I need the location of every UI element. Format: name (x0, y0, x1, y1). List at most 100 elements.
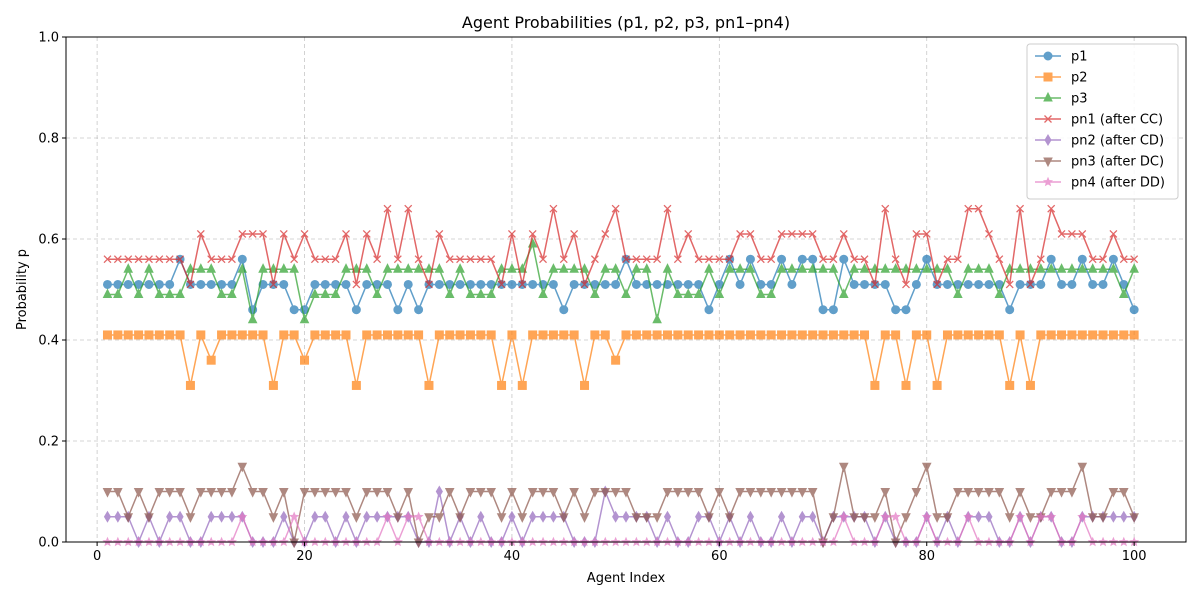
data-point (1015, 330, 1025, 340)
data-point (735, 263, 745, 273)
data-point (808, 330, 818, 340)
data-point (186, 280, 195, 289)
data-point (694, 330, 704, 340)
data-point (237, 511, 248, 522)
data-point (985, 510, 993, 523)
data-point (600, 263, 611, 273)
data-point (497, 380, 507, 390)
data-point (860, 255, 869, 264)
data-point (403, 263, 414, 273)
data-point (932, 380, 942, 390)
data-point (486, 288, 496, 299)
data-point (507, 263, 517, 273)
data-point (549, 510, 557, 523)
data-point (891, 305, 901, 315)
data-point (1056, 488, 1067, 498)
data-point (724, 263, 735, 273)
data-point (1046, 511, 1057, 522)
data-point (849, 513, 859, 523)
data-point (611, 204, 620, 213)
data-point (766, 488, 776, 498)
data-point (1025, 513, 1036, 523)
data-point (984, 330, 994, 340)
data-point (745, 488, 756, 498)
data-point (465, 288, 476, 299)
data-point (1098, 263, 1108, 273)
data-point (797, 263, 808, 273)
data-point (538, 488, 548, 498)
data-point (310, 279, 320, 289)
data-point (1067, 263, 1077, 273)
data-point (496, 513, 507, 523)
data-point (237, 330, 247, 340)
data-point (818, 263, 828, 273)
data-point (321, 510, 329, 523)
data-point (912, 229, 921, 238)
data-point (590, 488, 600, 498)
data-point (745, 263, 756, 273)
legend-label: p1 (1071, 50, 1088, 65)
data-point (662, 488, 673, 498)
data-point (320, 488, 331, 498)
chart-title: Agent Probabilities (p1, p2, p3, pn1–pn4… (462, 13, 790, 32)
data-point (164, 488, 175, 498)
series-line (107, 334, 1135, 387)
data-point (341, 279, 351, 289)
data-point (1046, 254, 1056, 264)
data-point (382, 330, 392, 340)
data-point (1129, 263, 1139, 273)
data-point (496, 263, 507, 273)
data-point (808, 229, 817, 238)
plot-frame (65, 36, 1187, 543)
data-point (517, 380, 527, 390)
data-point (704, 263, 714, 273)
data-point (414, 305, 424, 315)
data-point (600, 279, 610, 289)
data-point (558, 513, 569, 523)
x-axis-title: Agent Index (587, 571, 666, 586)
data-point (1098, 330, 1108, 340)
data-point (102, 330, 112, 340)
data-point (652, 330, 662, 340)
data-point (922, 330, 932, 340)
data-point (289, 538, 299, 549)
data-point (476, 330, 486, 340)
data-point (942, 513, 953, 523)
data-point (279, 330, 289, 340)
data-point (849, 330, 859, 340)
data-point (662, 330, 672, 340)
legend-label: pn1 (after CC) (1071, 113, 1163, 128)
data-point (1108, 263, 1119, 273)
data-point (548, 263, 559, 273)
data-point (1087, 513, 1098, 523)
data-point (382, 511, 393, 522)
data-point (154, 330, 164, 340)
data-point (102, 488, 113, 498)
data-point (465, 330, 475, 340)
data-point (632, 255, 641, 264)
data-point (891, 255, 900, 264)
data-point (611, 355, 621, 365)
data-point (756, 255, 765, 264)
data-point (373, 255, 382, 264)
data-point (425, 280, 433, 289)
data-point (330, 488, 341, 498)
series-p2 (102, 330, 1139, 390)
data-point (838, 511, 849, 522)
data-point (601, 229, 610, 238)
data-point (196, 229, 205, 238)
data-point (424, 263, 434, 273)
data-point (766, 330, 776, 340)
y-tick-label: 1.0 (38, 31, 59, 46)
data-point (901, 380, 911, 390)
data-point (621, 288, 631, 299)
data-point (486, 488, 496, 498)
data-point (207, 510, 215, 523)
data-point (1088, 279, 1098, 289)
data-point (580, 280, 589, 289)
data-point (310, 255, 319, 264)
data-point (1057, 279, 1067, 289)
data-point (123, 330, 133, 340)
data-point (1108, 488, 1119, 498)
data-point (280, 510, 288, 523)
